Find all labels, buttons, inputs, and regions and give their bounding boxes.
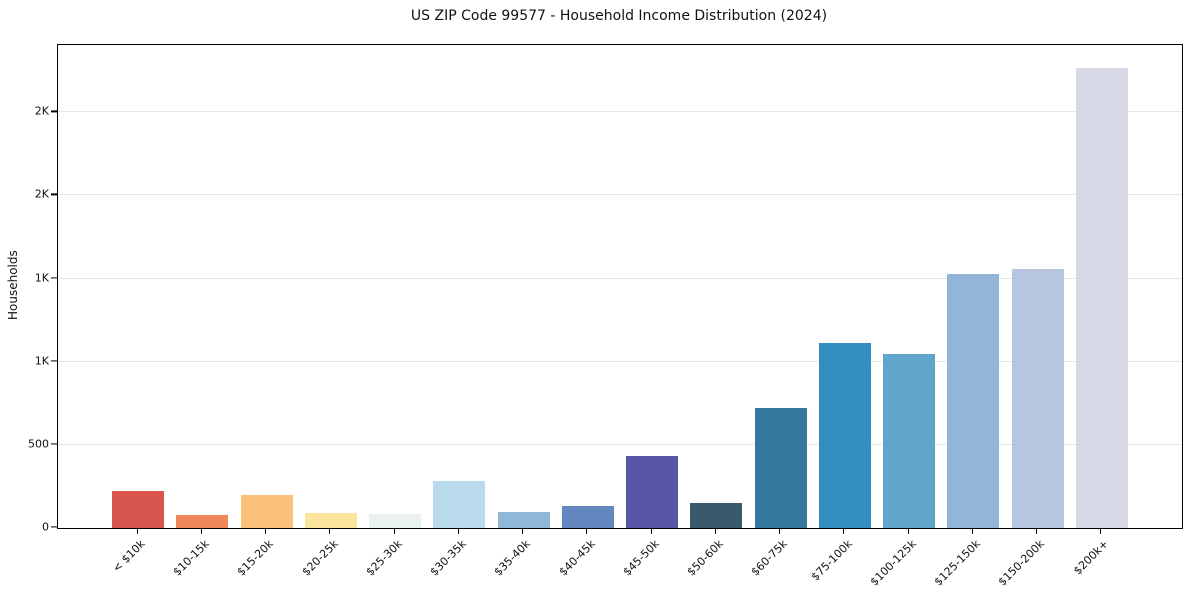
bar-45-50k [626,456,679,528]
bar-30-35k [433,481,486,528]
x-tick-mark [714,528,716,534]
gridline [58,277,1182,279]
x-tick-label: $15-20k [234,537,277,579]
y-tick-mark [51,277,57,279]
x-tick-label: $40-45k [556,537,598,579]
x-tick-mark [200,528,202,534]
gridline [58,111,1182,113]
y-tick-label: 2K [34,187,49,201]
x-tick-mark [971,528,973,534]
bar-50-60k [690,502,743,528]
y-tick-mark [51,526,57,528]
x-tick-label: $45-50k [620,537,662,579]
y-tick-label: 2K [34,104,49,118]
x-tick-mark [1100,528,1102,534]
x-tick-label: $200k+ [1071,537,1112,578]
x-tick-mark [522,528,524,534]
y-tick-label: 1K [34,354,49,368]
x-tick-mark [779,528,781,534]
x-tick-mark [650,528,652,534]
y-tick-mark [51,443,57,445]
y-tick-mark [51,193,57,196]
chart-title: US ZIP Code 99577 - Household Income Dis… [410,8,828,24]
x-tick-label: $25-30k [363,537,405,579]
x-tick-label: < $10k [110,537,148,575]
bar-75-100k [818,343,871,528]
y-axis-label: Households [6,250,20,321]
plot-area [57,44,1183,529]
bar-10k [112,491,165,528]
x-tick-mark [843,528,845,534]
bar-200k [1075,68,1128,528]
x-tick-label: $100-125k [867,537,919,589]
bar-25-30k [369,514,422,528]
gridline [58,360,1182,362]
x-tick-mark [907,528,909,534]
y-tick-mark [51,110,57,112]
x-tick-label: $10-15k [170,537,212,579]
bar-150-200k [1011,268,1064,528]
bar-15-20k [240,495,293,528]
y-tick-label: 500 [28,437,49,451]
x-tick-label: $50-60k [684,537,726,579]
x-tick-label: $60-75k [748,537,791,579]
x-tick-label: $150-200k [995,537,1048,589]
x-tick-label: $30-35k [427,537,469,579]
x-tick-label: $75-100k [808,537,855,584]
y-tick-mark [51,360,57,362]
x-tick-mark [393,528,395,534]
x-tick-mark [457,528,459,534]
y-tick-label: 0 [42,520,49,534]
x-tick-mark [329,528,331,534]
y-tick-label: 1K [34,271,49,285]
bar-40-45k [561,505,614,528]
bar-10-15k [176,514,229,528]
bar-60-75k [754,408,807,528]
x-tick-label: $35-40k [491,537,534,579]
bar-125-150k [947,273,1000,528]
bar-100-125k [883,354,936,528]
bar-20-25k [304,512,357,528]
x-tick-mark [265,528,267,534]
gridline [58,194,1182,196]
x-tick-label: $125-150k [931,537,983,589]
x-tick-label: $20-25k [299,537,341,579]
x-tick-mark [586,528,588,534]
x-tick-mark [1036,528,1038,534]
x-tick-mark [136,528,138,534]
bar-35-40k [497,511,550,528]
gridline [58,443,1182,445]
